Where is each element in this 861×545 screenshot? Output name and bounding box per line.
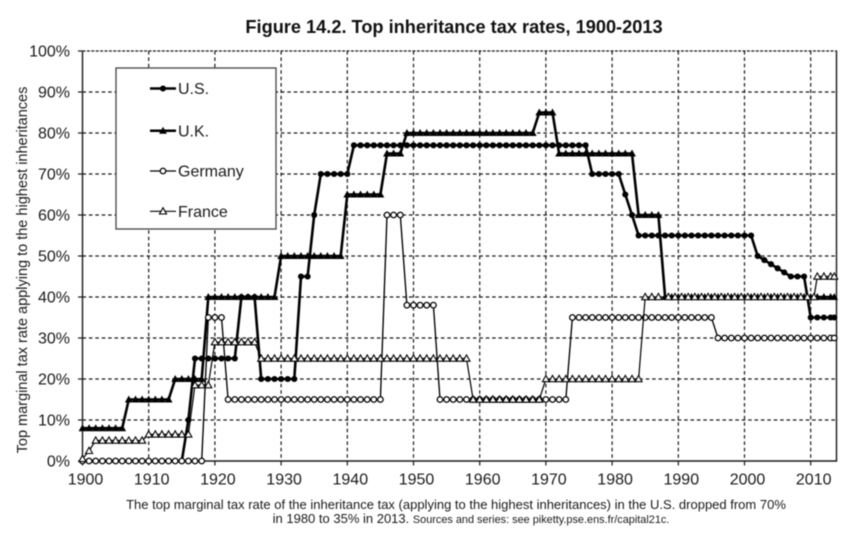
svg-text:U.K.: U.K. bbox=[178, 123, 209, 140]
svg-text:90%: 90% bbox=[38, 85, 70, 102]
svg-text:80%: 80% bbox=[38, 126, 70, 143]
svg-text:40%: 40% bbox=[38, 290, 70, 307]
svg-text:2010: 2010 bbox=[796, 472, 832, 489]
svg-text:100%: 100% bbox=[29, 44, 70, 61]
svg-text:1930: 1930 bbox=[266, 472, 302, 489]
svg-text:50%: 50% bbox=[38, 249, 70, 266]
svg-text:1900: 1900 bbox=[68, 472, 104, 489]
svg-text:60%: 60% bbox=[38, 208, 70, 225]
svg-text:Top marginal tax rate applying: Top marginal tax rate applying to the hi… bbox=[15, 87, 31, 454]
svg-text:1980: 1980 bbox=[597, 472, 633, 489]
svg-text:30%: 30% bbox=[38, 331, 70, 348]
svg-text:1920: 1920 bbox=[200, 472, 236, 489]
svg-text:70%: 70% bbox=[38, 167, 70, 184]
svg-text:Germany: Germany bbox=[178, 164, 244, 181]
svg-text:10%: 10% bbox=[38, 413, 70, 430]
svg-text:1970: 1970 bbox=[531, 472, 567, 489]
svg-text:1960: 1960 bbox=[465, 472, 501, 489]
svg-text:1990: 1990 bbox=[664, 472, 700, 489]
svg-text:2000: 2000 bbox=[730, 472, 766, 489]
svg-text:1910: 1910 bbox=[134, 472, 170, 489]
svg-text:France: France bbox=[178, 204, 228, 221]
svg-text:20%: 20% bbox=[38, 372, 70, 389]
svg-text:U.S.: U.S. bbox=[178, 81, 209, 98]
svg-text:1950: 1950 bbox=[399, 472, 435, 489]
svg-text:1940: 1940 bbox=[333, 472, 369, 489]
svg-text:The top marginal tax rate of t: The top marginal tax rate of the inherit… bbox=[126, 497, 786, 512]
svg-text:0%: 0% bbox=[47, 454, 70, 471]
svg-text:Figure 14.2. Top inheritance t: Figure 14.2. Top inheritance tax rates, … bbox=[245, 17, 662, 37]
svg-text:in 1980 to 35% in 2013. Source: in 1980 to 35% in 2013. Sources and seri… bbox=[273, 511, 670, 526]
